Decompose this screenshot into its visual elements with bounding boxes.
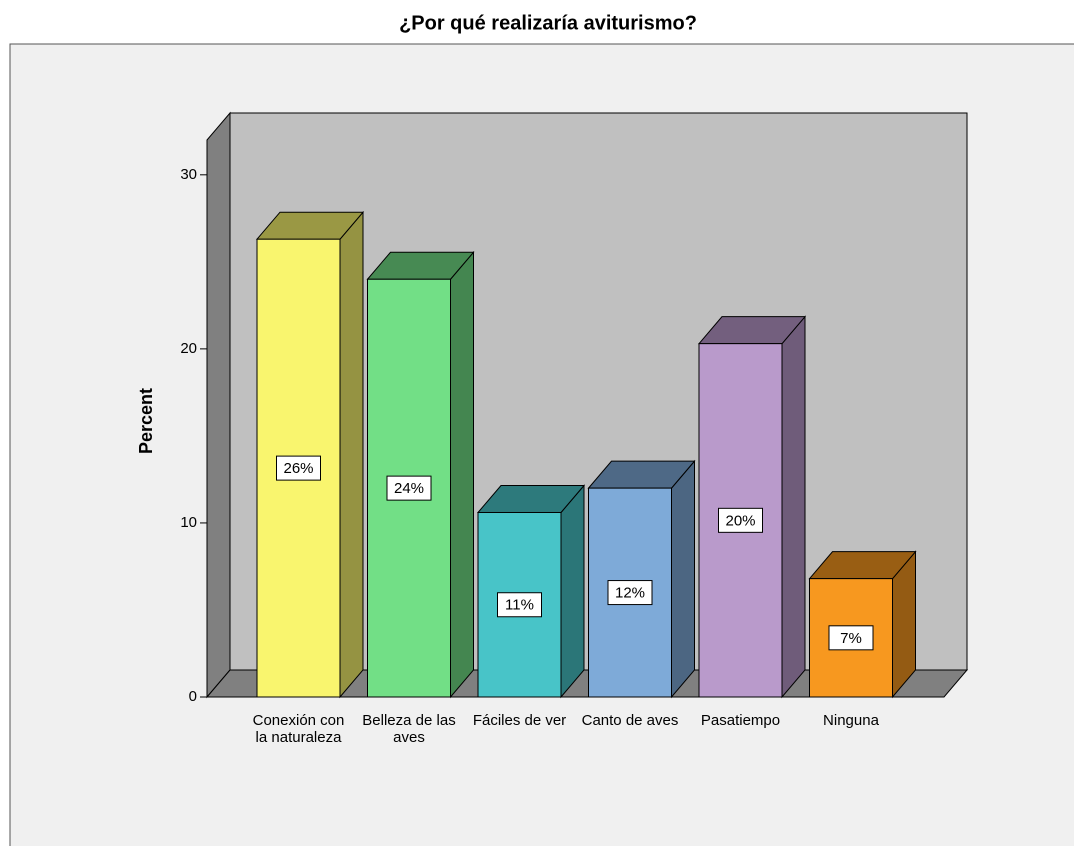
- value-label-box: [718, 507, 763, 533]
- y-tick-label: 30: [180, 166, 197, 183]
- x-tick-label: Pasatiempo: [700, 712, 781, 729]
- x-tick-label: Belleza de las aves: [362, 712, 456, 746]
- value-label-box: [497, 592, 542, 618]
- bar-side: [560, 484, 585, 699]
- chart-title: ¿Por qué realizaría aviturismo?: [399, 12, 697, 34]
- bar: 12%: [587, 459, 696, 699]
- bar: 24%: [366, 250, 475, 699]
- y-tick-label: 0: [189, 688, 197, 705]
- y-tick-label: 20: [180, 340, 197, 357]
- x-tick-label: Ninguna: [823, 712, 879, 729]
- bar: 7%: [808, 550, 917, 699]
- value-label-box: [276, 455, 321, 481]
- value-label: 11%: [505, 597, 534, 614]
- bar-side: [450, 250, 474, 699]
- value-label: 12%: [615, 585, 645, 602]
- x-tick-label: Canto de aves: [581, 712, 679, 729]
- bar-side: [339, 210, 364, 699]
- value-label: 20%: [725, 512, 755, 529]
- bar-side: [671, 459, 695, 699]
- bar: 20%: [697, 315, 807, 699]
- x-tick-label: Fáciles de ver: [472, 712, 567, 729]
- value-label-box: [607, 580, 653, 606]
- value-label: 24%: [394, 480, 424, 497]
- value-label-box: [386, 475, 432, 501]
- side-wall: [206, 111, 231, 699]
- bar-side: [781, 315, 806, 699]
- y-axis-label: Percent: [136, 388, 156, 454]
- bar: 26%: [255, 210, 365, 699]
- bar: 11%: [476, 484, 586, 699]
- y-tick-label: 10: [180, 514, 197, 531]
- value-label: 7%: [840, 630, 862, 647]
- x-tick-label: Conexión con la naturaleza: [252, 712, 345, 746]
- value-label-box: [828, 625, 874, 651]
- value-label: 26%: [283, 460, 313, 477]
